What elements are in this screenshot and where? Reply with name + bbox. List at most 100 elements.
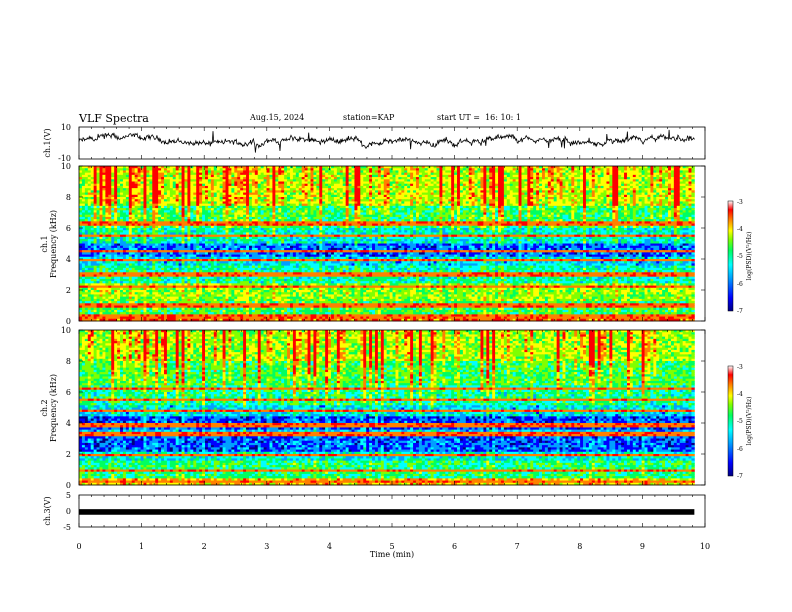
spectrogram-cell: [249, 173, 252, 176]
spectrogram-cell: [504, 204, 507, 207]
spectrogram-cell: [82, 188, 85, 191]
spectrogram-cell: [612, 168, 615, 171]
spectrogram-cell: [302, 193, 305, 196]
spectrogram-cell: [173, 215, 176, 218]
spectrogram-cell: [190, 199, 193, 202]
spectrogram-cell: [410, 173, 413, 176]
spectrogram-cell: [624, 188, 627, 191]
spectrogram-cell: [404, 168, 407, 171]
spectrogram-cell: [82, 184, 85, 187]
spectrogram-cell: [472, 173, 475, 176]
spectrogram-cell: [152, 199, 155, 202]
spectrogram-cell: [439, 204, 442, 207]
spectrogram-cell: [369, 204, 372, 207]
spectrogram-cell: [618, 215, 621, 218]
spectrogram-cell: [428, 168, 431, 171]
spectrogram-cell: [234, 177, 237, 180]
spectrogram-cell: [111, 193, 114, 196]
spectrogram-cell: [530, 199, 533, 202]
spectrogram-cell: [164, 184, 167, 187]
spectrogram-cell: [284, 193, 287, 196]
spectrogram-cell: [343, 204, 346, 207]
spectrogram-cell: [363, 168, 366, 171]
spectrogram-cell: [507, 215, 510, 218]
spectrogram-cell: [199, 173, 202, 176]
spectrogram-cell: [281, 199, 284, 202]
spectrogram-cell: [627, 184, 630, 187]
spectrogram-cell: [422, 193, 425, 196]
spectrogram-cell: [612, 215, 615, 218]
spectrogram-cell: [466, 193, 469, 196]
spectrogram-cell: [686, 177, 689, 180]
spectrogram-cell: [357, 188, 360, 191]
spectrogram-cell: [434, 188, 437, 191]
spectrogram-cell: [475, 193, 478, 196]
spectrogram-cell: [340, 188, 343, 191]
spectrogram-cell: [436, 215, 439, 218]
spectrogram-cell: [536, 184, 539, 187]
spectrogram-cell: [390, 173, 393, 176]
spectrogram-cell: [387, 208, 390, 211]
spectrogram-cell: [574, 184, 577, 187]
spectrogram-cell: [627, 168, 630, 171]
spectrogram-cell: [108, 215, 111, 218]
spectrogram-cell: [662, 188, 665, 191]
spectrogram-cell: [375, 215, 378, 218]
spectrogram-cell: [431, 199, 434, 202]
spectrogram-cell: [284, 204, 287, 207]
spectrogram-cell: [132, 199, 135, 202]
spectrogram-cell: [624, 208, 627, 211]
spectrogram-cell: [287, 204, 290, 207]
spectrogram-cell: [636, 173, 639, 176]
spectrogram-cell: [79, 188, 82, 191]
spectrogram-cell: [120, 177, 123, 180]
spectrogram-cell: [469, 199, 472, 202]
spectrogram-cell: [393, 193, 396, 196]
spectrogram-cell: [668, 188, 671, 191]
spectrogram-cell: [653, 199, 656, 202]
spectrogram-cell: [598, 168, 601, 171]
spectrogram-cell: [281, 177, 284, 180]
spectrogram-cell: [598, 215, 601, 218]
spectrogram-cell: [507, 204, 510, 207]
spectrogram-cell: [196, 173, 199, 176]
spectrogram-cell: [372, 188, 375, 191]
spectrogram-cell: [85, 173, 88, 176]
spectrogram-cell: [328, 204, 331, 207]
spectrogram-cell: [498, 208, 501, 211]
spectrogram-cell: [401, 188, 404, 191]
spectrogram-cell: [466, 199, 469, 202]
spectrogram-cell: [258, 199, 261, 202]
spectrogram-cell: [360, 193, 363, 196]
spectrogram-cell: [340, 215, 343, 218]
spectrogram-cell: [395, 168, 398, 171]
spectrogram-cell: [413, 215, 416, 218]
spectrogram-cell: [308, 204, 311, 207]
spectrogram-cell: [114, 188, 117, 191]
spectrogram-cell: [296, 184, 299, 187]
spectrogram-cell: [334, 199, 337, 202]
spectrogram-cell: [237, 215, 240, 218]
spectrogram-cell: [278, 204, 281, 207]
spectrogram-cell: [586, 193, 589, 196]
spectrogram-cell: [281, 193, 284, 196]
spectrogram-cell: [205, 215, 208, 218]
spectrogram-cell: [472, 199, 475, 202]
spectrogram-cell: [184, 199, 187, 202]
spectrogram-cell: [527, 215, 530, 218]
spectrogram-cell: [689, 188, 692, 191]
spectrogram-cell: [290, 204, 293, 207]
ch1-ylabel: ch.1(V): [43, 128, 52, 157]
spectrogram-cell: [577, 193, 580, 196]
spectrogram-cell: [480, 199, 483, 202]
spectrogram-cell: [457, 199, 460, 202]
spectrogram-cell: [589, 208, 592, 211]
spectrogram-cell: [439, 177, 442, 180]
spectrogram-cell: [223, 208, 226, 211]
spectrogram-cell: [152, 173, 155, 176]
spectrogram-cell: [548, 188, 551, 191]
spectrogram-cell: [677, 184, 680, 187]
spectrogram-cell: [653, 208, 656, 211]
spectrogram-cell: [387, 168, 390, 171]
spectrogram-cell: [331, 188, 334, 191]
